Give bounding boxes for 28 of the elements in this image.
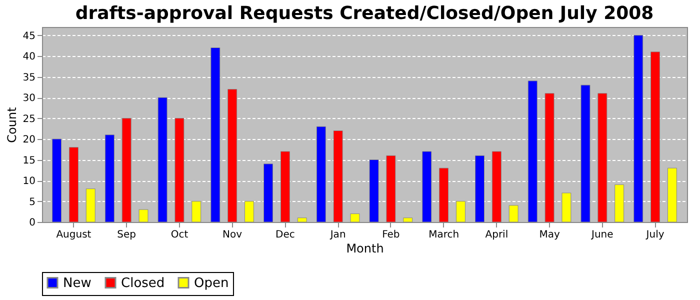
x-tick-label: August <box>56 230 92 240</box>
x-tick-label: Nov <box>222 230 242 240</box>
x-tick-label: March <box>428 230 460 240</box>
legend-label: New <box>63 276 92 291</box>
x-tick-label: April <box>485 230 508 240</box>
y-tick-label: 30 <box>22 93 36 104</box>
y-axis-title: Count <box>4 106 19 143</box>
x-axis-title: Month <box>346 242 384 256</box>
y-tick-label: 25 <box>22 114 36 125</box>
x-tick-label: Dec <box>276 230 295 240</box>
chart-title: drafts-approval Requests Created/Closed/Open July 2008 <box>75 3 654 24</box>
y-tick-label: 5 <box>29 196 36 208</box>
y-tick-label: 40 <box>22 52 36 63</box>
y-tick-label: 15 <box>22 155 36 166</box>
x-tick-label: Feb <box>382 230 400 240</box>
y-tick-label: 35 <box>22 72 36 84</box>
x-tick-label: Sep <box>117 230 136 240</box>
x-tick-label: Oct <box>170 230 188 240</box>
x-tick-label: June <box>590 230 614 240</box>
x-tick-label: May <box>539 230 560 240</box>
legend-label: Closed <box>121 276 165 291</box>
y-tick-label: 45 <box>22 30 36 42</box>
x-tick-label: July <box>645 230 664 240</box>
y-tick-label: 10 <box>22 176 36 188</box>
y-tick-label: 0 <box>29 218 36 228</box>
x-tick-label: Jan <box>329 230 346 240</box>
legend-label: Open <box>194 276 229 291</box>
y-tick-label: 20 <box>22 134 36 146</box>
